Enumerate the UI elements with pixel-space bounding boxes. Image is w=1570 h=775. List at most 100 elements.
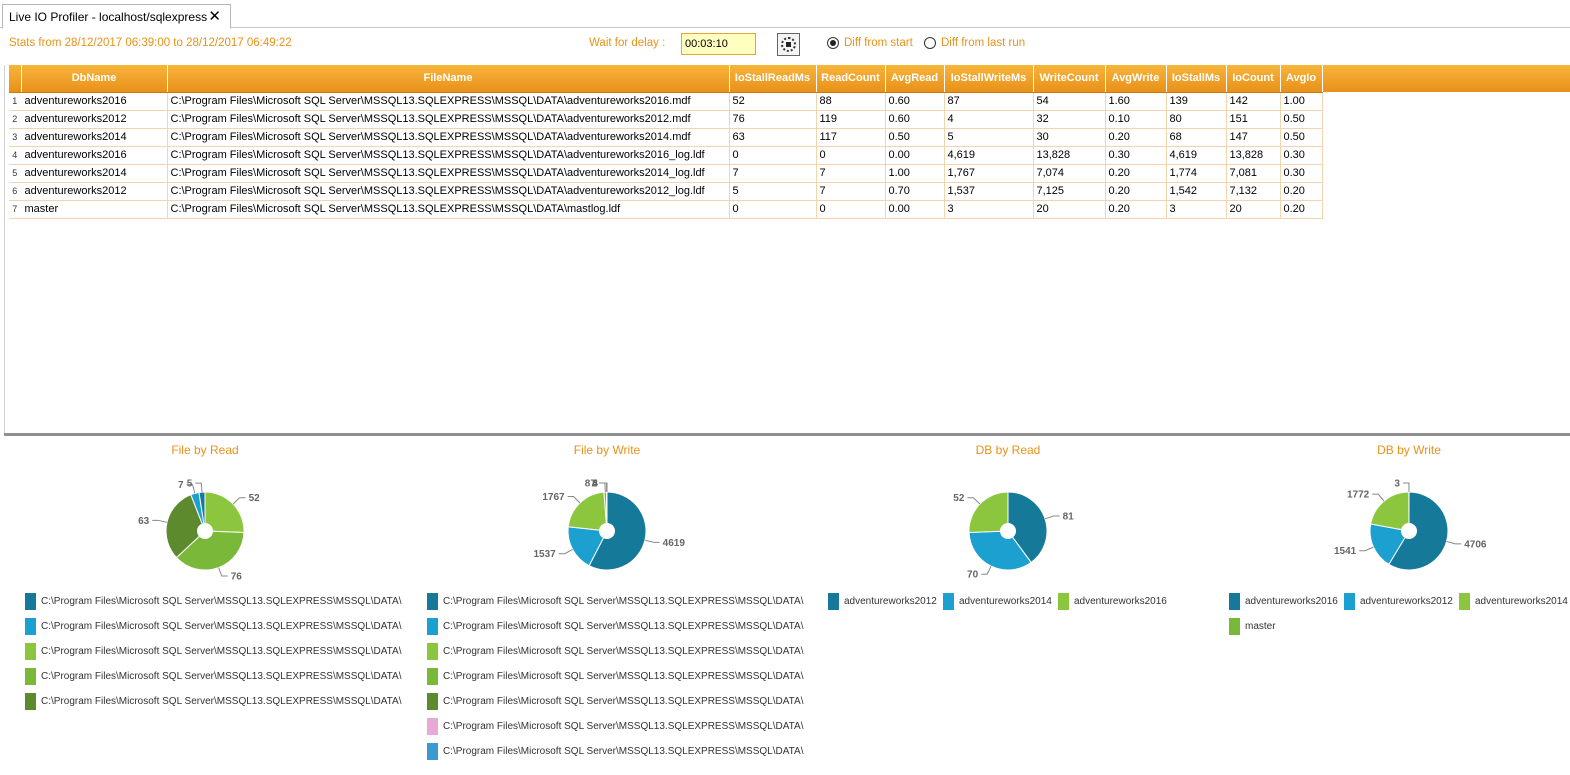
pie-slice[interactable]	[1007, 491, 1048, 564]
legend-item[interactable]: C:\Program Files\Microsoft SQL Server\MS…	[427, 618, 803, 635]
legend-label: adventureworks2012	[1360, 596, 1453, 607]
legend-item[interactable]: C:\Program Files\Microsoft SQL Server\MS…	[427, 743, 803, 760]
legend-item[interactable]: C:\Program Files\Microsoft SQL Server\MS…	[427, 668, 803, 685]
slice-value-label: 1537	[533, 549, 556, 560]
table-row[interactable]: 2 adventureworks2012 C:\Program Files\Micr…	[9, 110, 1323, 129]
pie-slice[interactable]	[1388, 491, 1449, 571]
cell-filename: C:\Program Files\Microsoft SQL Server\MS…	[167, 182, 730, 201]
cell-avgread: 1.00	[885, 164, 945, 183]
column-header-writecount[interactable]: WriteCount	[1033, 65, 1106, 93]
legend-item[interactable]: C:\Program Files\Microsoft SQL Server\MS…	[25, 668, 401, 685]
legend-item[interactable]: adventureworks2012	[828, 593, 937, 610]
column-header-avgio[interactable]: AvgIo	[1280, 65, 1323, 93]
stop-button[interactable]	[777, 33, 800, 56]
row-header-corner	[9, 65, 22, 93]
pie-hole	[599, 523, 615, 539]
slice-leader-line	[644, 539, 660, 543]
column-header-iocount[interactable]: IoCount	[1226, 65, 1281, 93]
legend-item[interactable]: adventureworks2016	[1229, 593, 1338, 610]
legend-label: C:\Program Files\Microsoft SQL Server\MS…	[443, 646, 804, 657]
pie-slice[interactable]	[1370, 491, 1410, 532]
cell-iocount: 7,081	[1226, 164, 1281, 183]
legend-label: C:\Program Files\Microsoft SQL Server\MS…	[443, 596, 804, 607]
table-row[interactable]: 1 adventureworks2016 C:\Program Files\Micr…	[9, 92, 1323, 111]
cell-iostallwritems: 5	[944, 128, 1034, 147]
pie-slice[interactable]	[165, 494, 206, 559]
legend-label: C:\Program Files\Microsoft SQL Server\MS…	[41, 646, 402, 657]
close-icon[interactable]: ✕	[208, 7, 221, 25]
legend-label: C:\Program Files\Microsoft SQL Server\MS…	[41, 596, 402, 607]
slice-leader-line	[598, 482, 606, 493]
legend-item[interactable]: adventureworks2012	[1344, 593, 1453, 610]
legend-item[interactable]: adventureworks2014	[943, 593, 1052, 610]
legend-item[interactable]: adventureworks2016	[1058, 593, 1167, 610]
legend-label: adventureworks2016	[1245, 596, 1338, 607]
cell-filename: C:\Program Files\Microsoft SQL Server\MS…	[167, 200, 730, 219]
cell-dbname: adventureworks2012	[21, 182, 168, 201]
pie-slice[interactable]	[567, 526, 608, 567]
legend-item[interactable]: C:\Program Files\Microsoft SQL Server\MS…	[427, 718, 803, 735]
cell-iostallms: 68	[1166, 128, 1227, 147]
cell-iostallwritems: 3	[944, 200, 1034, 219]
legend-item[interactable]: C:\Program Files\Microsoft SQL Server\MS…	[427, 643, 803, 660]
cell-avgwrite: 0.20	[1105, 200, 1167, 219]
cell-avgwrite: 0.20	[1105, 164, 1167, 183]
pie-slice[interactable]	[968, 530, 1032, 571]
legend-swatch	[1459, 593, 1470, 610]
column-header-iostallms[interactable]: IoStallMs	[1166, 65, 1227, 93]
column-header-iostallreadms[interactable]: IoStallReadMs	[729, 65, 817, 93]
cell-iocount: 7,132	[1226, 182, 1281, 201]
radio-checked-icon	[827, 37, 839, 49]
legend-item[interactable]: master	[1229, 618, 1276, 635]
column-header-iostallwritems[interactable]: IoStallWriteMs	[944, 65, 1034, 93]
legend-swatch	[427, 643, 438, 660]
cell-avgwrite: 0.10	[1105, 110, 1167, 129]
panel-splitter[interactable]	[4, 433, 1570, 436]
column-header-avgwrite[interactable]: AvgWrite	[1105, 65, 1167, 93]
radio-diff-from-start-label: Diff from start	[844, 37, 913, 49]
column-header-avgread[interactable]: AvgRead	[885, 65, 945, 93]
legend-label: adventureworks2012	[844, 596, 937, 607]
cell-avgio: 0.50	[1280, 128, 1323, 147]
delay-input[interactable]	[681, 33, 756, 55]
radio-diff-from-start[interactable]: Diff from start	[827, 36, 913, 50]
table-row[interactable]: 5 adventureworks2014 C:\Program Files\Micr…	[9, 164, 1323, 183]
legend-item[interactable]: C:\Program Files\Microsoft SQL Server\MS…	[427, 693, 803, 710]
slice-value-label: 7	[178, 480, 184, 491]
legend-item[interactable]: C:\Program Files\Microsoft SQL Server\MS…	[25, 693, 401, 710]
table-row[interactable]: 7 master C:\Program Files\Microsoft SQL Se…	[9, 200, 1323, 219]
chart-title: DB by Read	[975, 443, 1041, 457]
slice-leader-line	[1402, 482, 1410, 493]
legend-item[interactable]: C:\Program Files\Microsoft SQL Server\MS…	[25, 618, 401, 635]
table-row[interactable]: 3 adventureworks2014 C:\Program Files\Micr…	[9, 128, 1323, 147]
pie-slice[interactable]	[968, 491, 1009, 534]
pie-slice[interactable]	[567, 491, 608, 532]
radio-diff-from-last-run[interactable]: Diff from last run	[924, 36, 1025, 50]
column-header-filename[interactable]: FileName	[167, 65, 730, 93]
column-header-dbname[interactable]: DbName	[21, 65, 168, 93]
column-header-readcount[interactable]: ReadCount	[816, 65, 886, 93]
legend-item[interactable]: C:\Program Files\Microsoft SQL Server\MS…	[25, 643, 401, 660]
legend-item[interactable]: C:\Program Files\Microsoft SQL Server\MS…	[25, 593, 401, 610]
slice-value-label: 1772	[1347, 490, 1370, 501]
cell-readcount: 117	[816, 128, 886, 147]
stop-square-icon	[786, 42, 791, 47]
legend-item[interactable]: adventureworks2014	[1459, 593, 1568, 610]
table-row[interactable]: 6 adventureworks2012 C:\Program Files\Micr…	[9, 182, 1323, 201]
table-row[interactable]: 4 adventureworks2016 C:\Program Files\Micr…	[9, 146, 1323, 165]
slice-leader-line	[600, 482, 608, 493]
legend-item[interactable]: C:\Program Files\Microsoft SQL Server\MS…	[427, 593, 803, 610]
cell-iostallwritems: 4,619	[944, 146, 1034, 165]
cell-avgio: 0.50	[1280, 110, 1323, 129]
cell-dbname: adventureworks2014	[21, 128, 168, 147]
row-number: 1	[9, 92, 22, 111]
cell-dbname: master	[21, 200, 168, 219]
slice-leader-line	[1044, 515, 1060, 520]
pie-slice[interactable]	[204, 491, 245, 534]
legend-label: C:\Program Files\Microsoft SQL Server\MS…	[41, 671, 402, 682]
tab-live-io-profiler[interactable]: Live IO Profiler - localhost/sqlexpress …	[2, 4, 231, 29]
io-stats-grid[interactable]: DbName FileName IoStallReadMs ReadCount AvgR…	[9, 65, 1323, 219]
cell-avgread: 0.00	[885, 200, 945, 219]
slice-value-label: 4	[592, 479, 598, 490]
pie-slice[interactable]	[1369, 523, 1410, 566]
